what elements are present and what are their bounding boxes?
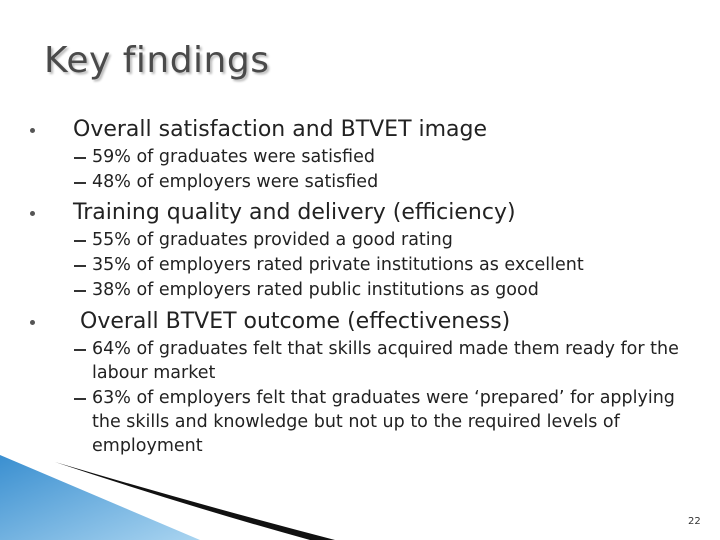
item: 48% of employers were satisfied <box>0 170 702 194</box>
heading: Overall satisfaction and BTVET image <box>0 116 720 144</box>
dash <box>74 290 86 292</box>
heading: Overall BTVET outcome (effectiveness) <box>0 308 720 336</box>
section: Overall BTVET outcome (effectiveness) 64… <box>0 308 720 458</box>
slide-title: Key findings <box>44 40 270 81</box>
page-number: 22 <box>688 516 701 527</box>
item: 63% of employers felt that graduates wer… <box>0 386 702 458</box>
item: 55% of graduates provided a good rating <box>0 228 702 252</box>
item: 59% of graduates were satisfied <box>0 145 702 169</box>
section: Overall satisfaction and BTVET image 59%… <box>0 116 720 194</box>
item: 38% of employers rated public institutio… <box>0 278 702 302</box>
heading: Training quality and delivery (efficienc… <box>0 199 720 227</box>
item-text: 48% of employers were satisfied <box>92 172 379 192</box>
item-text: 55% of graduates provided a good rating <box>92 230 453 250</box>
dash <box>74 157 86 159</box>
blue-wedge <box>0 455 200 540</box>
dash <box>74 240 86 242</box>
dash <box>74 398 86 400</box>
heading-text: Overall BTVET outcome (effectiveness) <box>80 309 511 334</box>
item-text: 64% of graduates felt that skills acquir… <box>92 339 679 383</box>
item-text: 38% of employers rated public institutio… <box>92 280 539 300</box>
dash <box>74 265 86 267</box>
heading-text: Training quality and delivery (efficienc… <box>73 200 516 225</box>
bullet <box>30 211 35 216</box>
section: Training quality and delivery (efficienc… <box>0 199 720 302</box>
heading-text: Overall satisfaction and BTVET image <box>73 117 488 142</box>
bullet <box>30 320 35 325</box>
item: 64% of graduates felt that skills acquir… <box>0 337 702 385</box>
dash <box>74 182 86 184</box>
bullet <box>30 128 35 133</box>
item-text: 63% of employers felt that graduates wer… <box>92 388 675 456</box>
item-text: 59% of graduates were satisfied <box>92 147 375 167</box>
item-text: 35% of employers rated private instituti… <box>92 255 584 275</box>
item: 35% of employers rated private instituti… <box>0 253 702 277</box>
dash <box>74 349 86 351</box>
